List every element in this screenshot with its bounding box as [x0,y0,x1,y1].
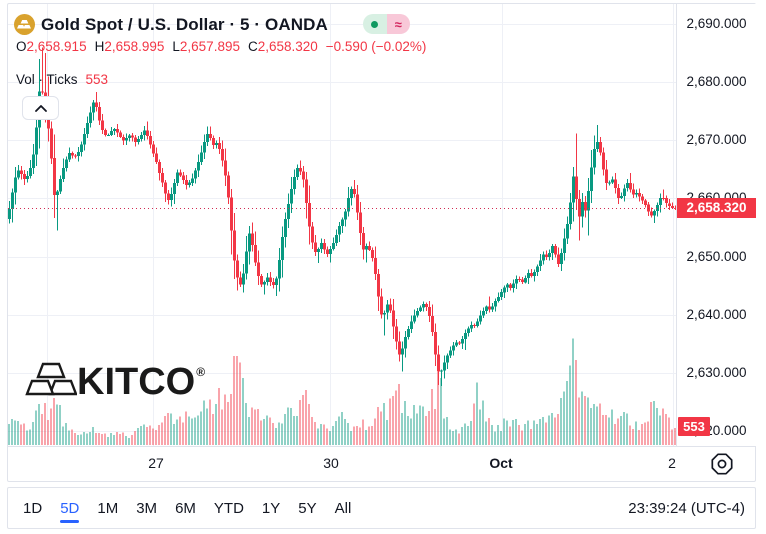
collapse-pane-button[interactable] [22,96,59,120]
registered-mark: ® [196,365,206,379]
time-axis[interactable]: 27 30 Oct 2 [8,446,755,480]
range-button-3m[interactable]: 3M [129,494,164,523]
kitco-gold-bars-icon [25,362,77,396]
symbol-logo-gold-icon[interactable] [14,14,35,35]
range-button-5d[interactable]: 5D [53,494,86,523]
chevron-up-icon [34,104,47,112]
range-button-all[interactable]: All [328,494,359,523]
range-button-1y[interactable]: 1Y [255,494,287,523]
kitco-watermark: KITCO ® [25,358,206,403]
volume-label[interactable]: Vol · Ticks [16,72,78,87]
close-label: C [247,39,258,54]
symbol-title[interactable]: Gold Spot / U.S. Dollar · 5 · OANDA [41,15,328,34]
settings-button[interactable] [707,449,737,478]
kitco-watermark-text: KITCO [77,361,196,403]
delayed-data-icon: ≈ [386,14,410,34]
candlestick-plot[interactable] [8,4,676,446]
volume-value: 553 [85,72,109,87]
clock-timezone[interactable]: 23:39:24 (UTC-4) [628,499,745,517]
volume-row: Vol · Ticks 553 [16,72,108,87]
time-axis-label: Oct [489,455,513,471]
volume-bars-layer [8,338,676,445]
open-label: O [16,39,27,54]
time-axis-label: 2 [668,455,676,471]
range-button-6m[interactable]: 6M [168,494,203,523]
price-axis-label: 2,690.000 [686,16,747,31]
open-value: 2,658.915 [26,39,87,54]
price-axis-label: 2,670.000 [686,132,747,148]
time-axis-label: 30 [323,455,339,471]
time-axis-label: 27 [148,455,164,471]
range-toolbar: 1D 5D 1M 3M 6M YTD 1Y 5Y All 23:39:24 (U… [7,487,756,529]
gear-icon [711,452,733,475]
range-button-5y[interactable]: 5Y [291,494,323,523]
high-label: H [94,39,105,54]
volume-badge: 553 [678,417,710,436]
ohlc-row: O2,658.915 H2,658.995 L2,657.895 C2,658.… [16,39,426,54]
range-button-1m[interactable]: 1M [90,494,125,523]
candles-layer [8,47,676,387]
price-axis-label: 2,640.000 [686,306,747,322]
low-value: 2,657.895 [179,39,240,54]
price-axis-label: 2,630.000 [686,364,747,380]
price-axis[interactable]: 2,620.0002,630.0002,640.0002,650.0002,66… [676,4,756,446]
open-dot-icon [371,20,379,28]
price-axis-label: 2,680.000 [686,74,747,90]
range-buttons: 1D 5D 1M 3M 6M YTD 1Y 5Y All [16,494,358,523]
range-button-1d[interactable]: 1D [16,494,49,523]
high-value: 2,658.995 [104,39,165,54]
change-value: −0.590 (−0.02%) [325,39,427,54]
close-value: 2,658.320 [257,39,318,54]
range-button-ytd[interactable]: YTD [207,494,251,523]
market-status-pill[interactable]: ≈ [363,14,410,34]
price-axis-label: 2,650.000 [686,248,747,264]
market-open-indicator [363,14,387,34]
price-chart-panel: KITCO ® 2,620.000 2,630.000 2,640.000 2,650… [7,3,756,482]
last-price-badge: 2,658.320 [677,198,756,219]
low-label: L [172,39,180,54]
